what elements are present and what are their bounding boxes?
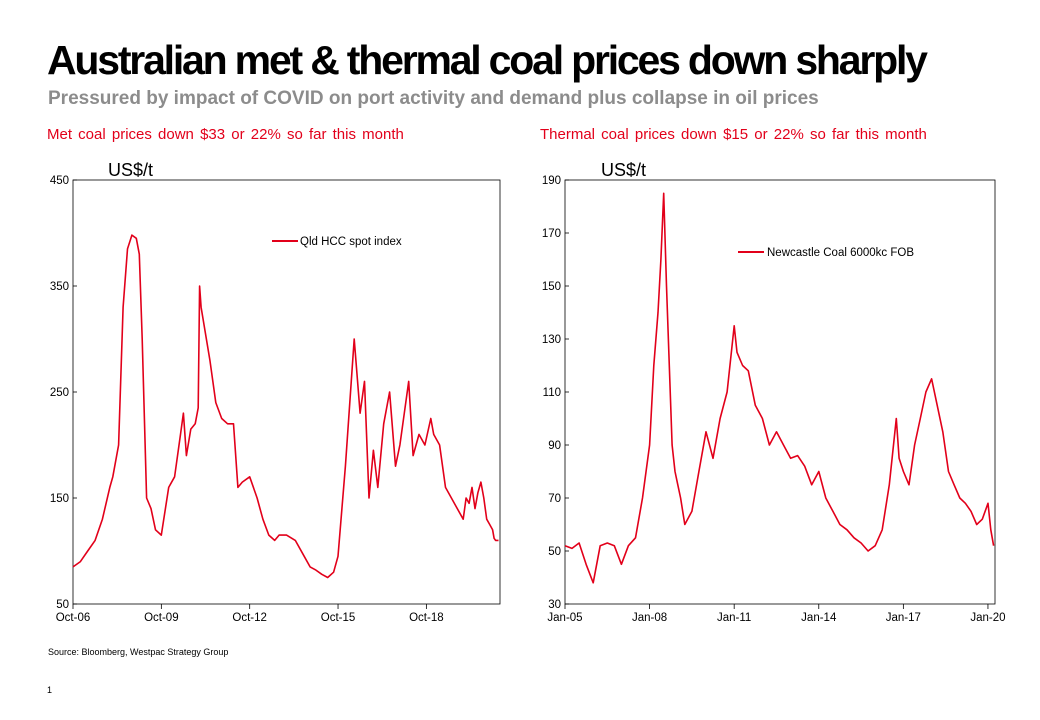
thermal-xtick-label: Jan-14 (801, 612, 837, 624)
thermal-xtick-label: Jan-05 (547, 612, 582, 624)
thermal-xtick-label: Jan-17 (886, 612, 921, 624)
thermal-coal-note: Thermal coal prices down $15 or 22% so f… (540, 126, 927, 143)
met-series-line (72, 234, 499, 579)
met-xtick-label: Oct-09 (144, 612, 179, 624)
thermal-ytick-label: 130 (542, 334, 561, 346)
met-xtick-label: Oct-15 (321, 612, 356, 624)
met-coal-note: Met coal prices down $33 or 22% so far t… (47, 126, 404, 143)
thermal-xtick-label: Jan-20 (970, 612, 1005, 624)
thermal-ytick-label: 170 (542, 228, 561, 240)
met-legend-label: Qld HCC spot index (300, 236, 402, 248)
thermal-legend-label: Newcastle Coal 6000kc FOB (767, 247, 914, 259)
thermal-ytick-label: 70 (548, 493, 561, 505)
met-ytick-label: 50 (56, 599, 69, 611)
source-note: Source: Bloomberg, Westpac Strategy Grou… (48, 647, 229, 657)
met-ytick-label: 250 (50, 387, 69, 399)
thermal-series-line (564, 192, 995, 584)
thermal-xtick-label: Jan-08 (632, 612, 667, 624)
met-ytick-label: 450 (50, 175, 69, 187)
thermal-ytick-label: 50 (548, 546, 561, 558)
thermal-ytick-label: 150 (542, 281, 561, 293)
met-ytick-label: 350 (50, 281, 69, 293)
met-ytick-label: 150 (50, 493, 69, 505)
thermal-ytick-label: 90 (548, 440, 561, 452)
page-title: Australian met & thermal coal prices dow… (47, 37, 928, 83)
met-xtick-label: Oct-18 (409, 612, 444, 624)
met-unit-label: US$/t (108, 160, 153, 180)
thermal-ytick-label: 110 (543, 387, 561, 399)
page-subtitle: Pressured by impact of COVID on port act… (48, 88, 819, 109)
thermal-ytick-label: 190 (542, 175, 561, 187)
met-xtick-label: Oct-12 (232, 612, 267, 624)
thermal-xtick-label: Jan-11 (717, 612, 751, 624)
thermal-unit-label: US$/t (601, 160, 646, 180)
thermal-plot-frame (564, 179, 996, 605)
page-number: 1 (47, 685, 53, 695)
thermal-ytick-label: 30 (548, 599, 561, 611)
met-xtick-label: Oct-06 (56, 612, 91, 624)
